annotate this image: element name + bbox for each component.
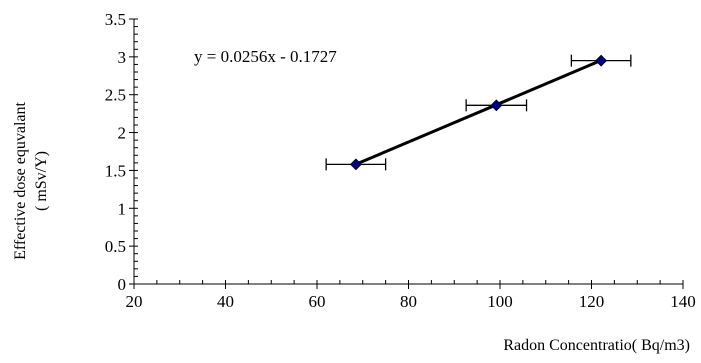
y-tick-label: 2.5 <box>105 86 126 105</box>
y-tick-label: 1 <box>118 199 127 218</box>
y-tick-label: 3.5 <box>105 10 126 29</box>
trendline <box>355 59 602 166</box>
y-axis-title-line-1: Effective dose equvalant <box>12 102 29 260</box>
x-tick-label: 100 <box>487 292 513 311</box>
x-tick-label: 60 <box>309 292 326 311</box>
y-tick-label: 1.5 <box>105 161 126 180</box>
y-tick-label: 0.5 <box>105 237 126 256</box>
x-tick-label: 140 <box>670 292 696 311</box>
minor-ticks <box>133 18 684 285</box>
trendline-equation: y = 0.0256x - 0.1727 <box>194 47 337 66</box>
data-point <box>349 158 362 171</box>
series <box>325 54 632 171</box>
ticks: 0 0.5 1 1.5 2 2.5 3 3.5 20 40 60 80 100 120 140 <box>105 10 696 311</box>
y-axis-title-line-2: ( mSv/Y) <box>33 151 50 211</box>
y-tick-label: 2 <box>118 124 127 143</box>
y-tick-label: 3 <box>118 48 127 67</box>
x-tick-label: 120 <box>579 292 605 311</box>
x-tick-label: 40 <box>217 292 234 311</box>
x-tick-label: 20 <box>126 292 143 311</box>
x-tick-label: 80 <box>400 292 417 311</box>
data-point <box>490 99 503 112</box>
x-axis-title: Radon Concentratio( Bq/m3) <box>503 337 690 354</box>
y-tick-label: 0 <box>118 275 127 294</box>
data-point <box>595 54 608 67</box>
